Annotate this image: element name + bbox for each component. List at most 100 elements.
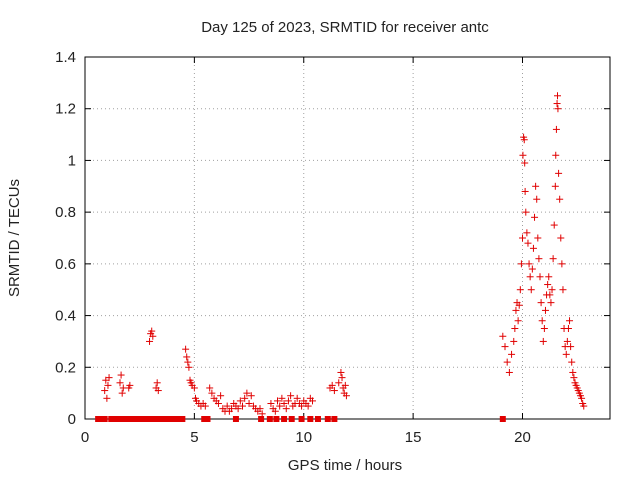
data-point-zero	[298, 416, 305, 422]
data-point	[521, 159, 529, 167]
x-tick-label: 15	[405, 429, 422, 446]
data-point	[520, 136, 528, 144]
data-point	[241, 394, 249, 402]
data-point	[564, 325, 572, 332]
data-point	[553, 100, 561, 108]
data-point	[541, 306, 549, 314]
data-point	[556, 195, 564, 203]
data-point-zero	[98, 416, 105, 422]
data-point	[223, 402, 231, 410]
data-point	[532, 182, 540, 190]
data-point	[549, 255, 557, 263]
data-point-zero	[176, 416, 183, 422]
data-point-zero	[172, 416, 179, 422]
data-point	[510, 337, 518, 345]
data-point-zero	[152, 416, 158, 422]
data-point	[551, 182, 559, 190]
data-point-zero	[314, 416, 321, 422]
y-tick-label: 0	[68, 411, 76, 428]
data-point	[529, 244, 537, 252]
data-point	[287, 392, 295, 400]
data-point-zero	[201, 416, 208, 422]
data-point-zero	[95, 416, 102, 422]
data-point	[342, 392, 350, 400]
data-point	[569, 368, 577, 376]
data-point	[566, 317, 574, 325]
data-point	[533, 195, 541, 203]
data-point	[116, 379, 124, 387]
data-point	[337, 368, 345, 376]
data-point-zero	[169, 416, 176, 422]
data-point	[539, 337, 547, 345]
data-point	[103, 394, 111, 402]
data-point	[276, 402, 284, 410]
data-point-zero	[266, 416, 273, 422]
data-point	[153, 379, 161, 387]
data-point	[547, 299, 555, 307]
data-point	[243, 389, 251, 397]
data-point	[105, 374, 113, 382]
data-point	[280, 399, 288, 407]
x-tick-label: 20	[514, 429, 531, 446]
data-point	[245, 399, 253, 407]
plot-frame	[84, 56, 611, 420]
data-point	[580, 402, 588, 410]
data-point	[146, 337, 154, 345]
data-point	[201, 402, 209, 410]
data-point	[330, 387, 338, 395]
data-point	[503, 358, 511, 366]
data-point	[185, 363, 193, 371]
y-tick-label: 0.6	[55, 256, 76, 273]
data-point	[548, 286, 556, 294]
data-point	[562, 350, 570, 358]
data-point	[512, 306, 520, 314]
data-point	[328, 381, 336, 389]
data-point	[525, 260, 533, 268]
data-point	[247, 392, 255, 400]
data-point	[531, 213, 539, 221]
y-tick-label: 1	[68, 152, 76, 169]
x-tick-label: 0	[81, 429, 89, 446]
data-point	[335, 379, 343, 387]
gridlines	[85, 57, 610, 419]
data-point	[499, 332, 507, 340]
data-point	[559, 286, 567, 294]
x-tick-label: 10	[295, 429, 312, 446]
data-point	[104, 381, 112, 389]
data-point	[341, 381, 349, 389]
data-point	[552, 125, 560, 133]
data-point	[521, 187, 529, 195]
data-point	[537, 299, 545, 307]
y-tick-label: 0.2	[55, 359, 76, 376]
data-point-zero	[101, 416, 108, 422]
data-point	[508, 350, 516, 358]
data-point-zero	[179, 416, 186, 422]
data-point	[148, 327, 156, 335]
y-axis: 0 0.2 0.4 0.6 0.8 1 1.2 1.4	[55, 49, 610, 428]
data-point-zero	[134, 416, 141, 422]
y-axis-label: SRMTID / TECUs	[6, 179, 23, 297]
data-point-zero	[288, 416, 295, 422]
data-point	[126, 381, 134, 389]
data-point	[236, 397, 244, 405]
data-point-zero	[331, 416, 338, 422]
data-point	[274, 397, 281, 405]
data-point	[149, 332, 157, 340]
data-point-zero	[137, 416, 144, 422]
data-point	[309, 397, 316, 405]
data-point	[563, 337, 571, 345]
data-point	[256, 405, 264, 413]
data-point	[304, 402, 312, 410]
data-point	[338, 374, 346, 382]
data-point	[234, 405, 242, 413]
data-point-zero	[127, 416, 134, 422]
data-point-zero	[166, 416, 173, 422]
data-point	[555, 169, 563, 177]
data-point-zero	[131, 416, 138, 422]
x-tick-label: 5	[190, 429, 198, 446]
data-point	[536, 273, 544, 281]
data-point	[501, 343, 509, 351]
data-point	[505, 368, 513, 376]
data-point-zero	[204, 416, 211, 422]
